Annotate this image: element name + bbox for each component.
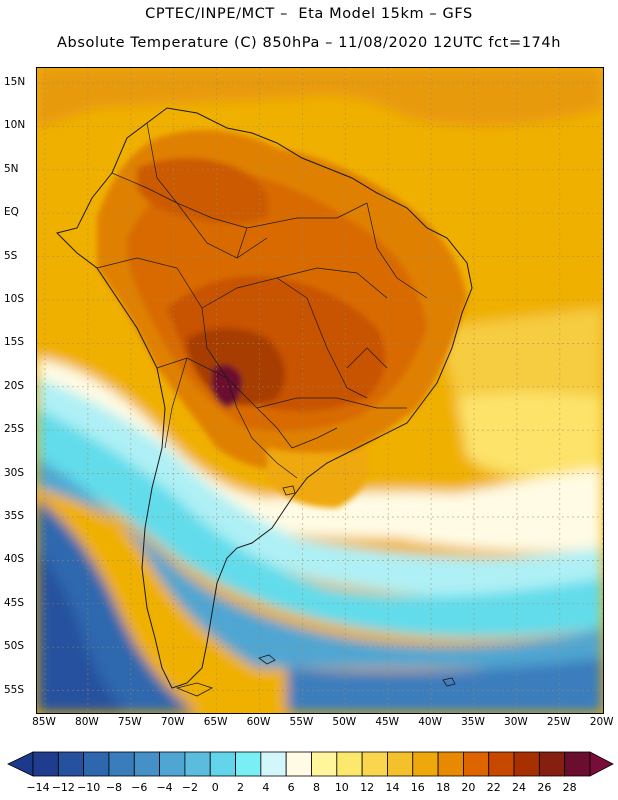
legend-swatch — [260, 751, 287, 777]
longitude-label: 25W — [546, 716, 571, 728]
latitude-label: 25S — [4, 423, 25, 436]
legend-over-arrow — [589, 751, 614, 777]
legend-tick-label: −10 — [77, 781, 101, 794]
longitude-label: 60W — [246, 716, 271, 728]
legend-swatch — [83, 751, 110, 777]
latitude-label: 40S — [4, 553, 25, 566]
legend-tick-label: −4 — [156, 781, 173, 794]
legend-tick-label: −8 — [105, 781, 123, 794]
legend-swatch — [387, 751, 414, 777]
longitude-label: 50W — [332, 716, 357, 728]
legend-swatch — [564, 751, 591, 777]
latitude-label: 5S — [4, 249, 18, 262]
country-borders — [96, 122, 428, 479]
legend-tick-label: 26 — [537, 781, 552, 794]
latitude-label: 45S — [4, 596, 25, 609]
longitude-label: 35W — [461, 716, 485, 728]
legend-swatch — [412, 751, 439, 777]
latitude-label: 5N — [4, 162, 19, 175]
longitude-label: 65W — [203, 716, 228, 728]
legend-tick-label: 24 — [512, 781, 527, 794]
legend-swatch — [336, 751, 363, 777]
legend-swatch — [538, 751, 566, 777]
longitude-label: 85W — [32, 716, 56, 728]
latitude-label: 30S — [4, 466, 25, 479]
legend-swatch — [437, 751, 464, 777]
longitude-label: 40W — [418, 716, 442, 728]
longitude-label: 20W — [589, 716, 614, 728]
longitude-label: 30W — [504, 716, 528, 728]
legend-tick-label: 22 — [486, 781, 501, 794]
legend-swatch — [133, 751, 160, 777]
latitude-label: 10S — [4, 293, 25, 305]
legend-swatch — [235, 751, 262, 777]
legend-swatch — [57, 751, 85, 777]
legend-tick-label: 20 — [461, 781, 476, 794]
coastlines — [56, 107, 473, 689]
legend-tick-label: 28 — [562, 781, 577, 794]
legend-tick-label: −14 — [26, 781, 50, 794]
legend-tick-label: 0 — [211, 781, 219, 794]
longitude-label: 75W — [117, 716, 142, 728]
legend-swatch — [513, 751, 540, 777]
legend-swatch — [361, 751, 388, 777]
longitude-label: 70W — [160, 716, 185, 728]
legend-tick-label: 12 — [360, 781, 375, 794]
legend-tick-label: 18 — [436, 781, 451, 794]
color-legend — [7, 751, 614, 777]
legend-tick-label: −2 — [181, 781, 199, 794]
title-line-1: CPTEC/INPE/MCT – Eta Model 15km – GFS — [145, 6, 473, 22]
latitude-label: EQ — [4, 206, 19, 219]
legend-swatch — [32, 751, 59, 777]
legend-swatch — [159, 751, 186, 777]
longitude-label: 45W — [375, 716, 400, 728]
longitude-label: 55W — [289, 716, 314, 728]
legend-tick-label: 8 — [313, 781, 320, 794]
legend-tick-label: 6 — [287, 781, 295, 794]
latitude-label: 10N — [4, 119, 26, 132]
legend-swatch — [311, 751, 338, 777]
legend-tick-label: −12 — [51, 781, 75, 794]
map-canvas — [37, 68, 603, 713]
latitude-label: 55S — [4, 683, 25, 696]
latitude-label: 15S — [4, 336, 25, 349]
legend-under-arrow — [7, 751, 34, 777]
latitude-label: 15N — [4, 76, 26, 88]
legend-tick-label: 16 — [410, 781, 425, 794]
longitude-label: 80W — [75, 716, 99, 728]
legend-swatch — [108, 751, 135, 777]
legend-swatch — [209, 751, 236, 777]
legend-tick-label: 10 — [334, 781, 349, 794]
graticule — [37, 68, 603, 713]
legend-swatch — [488, 751, 515, 777]
title-line-2: Absolute Temperature (C) 850hPa – 11/08/… — [57, 35, 561, 51]
legend-swatch — [285, 751, 312, 777]
legend-tick-label: 2 — [237, 781, 245, 794]
latitude-label: 20S — [4, 379, 25, 392]
legend-tick-label: 4 — [262, 781, 270, 794]
latitude-label: 35S — [4, 510, 25, 522]
islands — [175, 485, 456, 697]
legend-tick-label: 14 — [385, 781, 400, 794]
legend-tick-label: −6 — [131, 781, 148, 794]
latitude-label: 50S — [4, 640, 25, 653]
temperature-map[interactable] — [36, 67, 604, 714]
legend-swatch — [463, 751, 490, 777]
legend-swatch — [184, 751, 211, 777]
